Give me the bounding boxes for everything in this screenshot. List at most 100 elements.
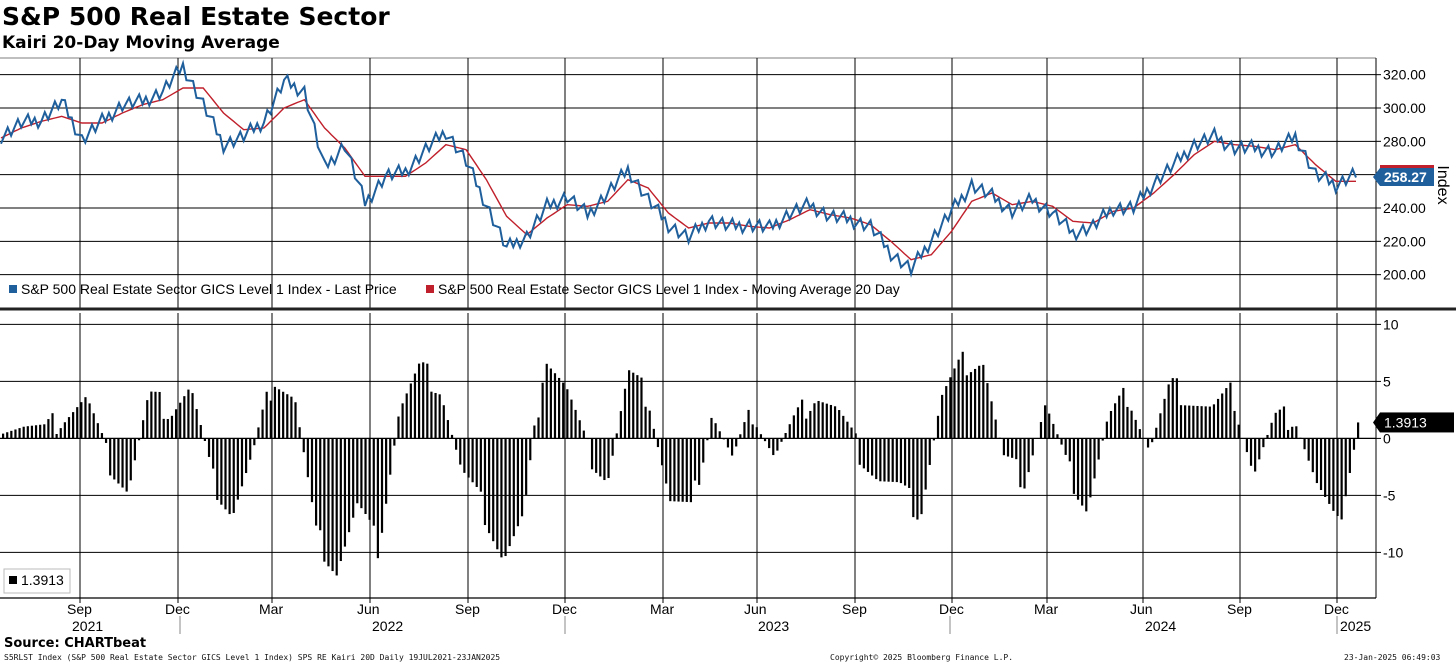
kairi-bar [866, 438, 870, 472]
kairi-bar [1233, 410, 1236, 439]
kairi-bar [1204, 406, 1207, 439]
kairi-bar [92, 413, 95, 439]
kairi-bar [533, 425, 536, 439]
kairi-bar [1291, 426, 1294, 439]
kairi-bar [743, 422, 746, 439]
kairi-bar [1109, 410, 1113, 439]
kairi-bar [1171, 378, 1174, 439]
kairi-bar [146, 400, 149, 439]
kairi-bar [257, 427, 260, 439]
kairi-bar [360, 438, 363, 509]
kairi-bar [483, 438, 487, 526]
kairi-bar [286, 394, 289, 439]
kairi-bar [335, 438, 338, 576]
kairi-bar [619, 411, 622, 439]
kairi-bar [558, 377, 561, 439]
kairi-bar [1126, 406, 1129, 439]
kairi-bar [455, 438, 458, 450]
kairi-bar [1015, 438, 1018, 460]
kairi-bar [434, 392, 437, 439]
kairi-legend-swatch [9, 576, 17, 584]
kairi-bar [174, 409, 178, 439]
kairi-bar [253, 438, 256, 446]
kairi-bar [644, 406, 647, 439]
kairi-bar [1155, 427, 1158, 439]
kairi-bar [1336, 438, 1339, 516]
kairi-bar [1023, 438, 1026, 489]
kairi-bar [1311, 438, 1314, 473]
x-month-label: Dec [1324, 601, 1349, 617]
kairi-bar [1076, 438, 1080, 500]
kairi-bar [1278, 409, 1281, 439]
kairi-bar [1319, 438, 1323, 491]
x-month-label: Jun [744, 601, 767, 617]
kairi-bar [669, 438, 672, 502]
kairi-bar [710, 417, 713, 439]
kairi-bar [1286, 429, 1290, 439]
kairi-bar [685, 438, 688, 502]
kairi-bar [294, 402, 297, 439]
kairi-bar [352, 438, 355, 518]
kairi-bar [842, 415, 845, 439]
kairi-bar [121, 438, 124, 488]
x-year-label: 2025 [1340, 618, 1371, 634]
x-year-label: 2021 [72, 618, 103, 634]
kairi-bar [825, 403, 828, 439]
kairi-bar [1184, 405, 1187, 439]
kairi-bar [636, 375, 639, 439]
kairi-bar [953, 368, 956, 439]
kairi-bar [660, 438, 664, 466]
top-ytick-label: 220.00 [1383, 233, 1426, 249]
bottom-ytick-label: -5 [1383, 487, 1396, 503]
kairi-bar [854, 433, 857, 439]
kairi-bar [1134, 419, 1137, 439]
footer-left-note: S5RLST Index (S&P 500 Real Estate Sector… [4, 653, 501, 662]
kairi-bar [755, 427, 758, 439]
kairi-bar [677, 438, 680, 502]
kairi-bar [982, 364, 985, 439]
kairi-bar [389, 438, 392, 475]
kairi-bar [582, 430, 585, 439]
kairi-bar [850, 427, 853, 439]
top-axis-title: Index [1434, 165, 1451, 204]
kairi-bar [1274, 412, 1277, 439]
kairi-bar [249, 438, 252, 460]
kairi-bar [1043, 405, 1047, 439]
kairi-bar [805, 418, 808, 439]
kairi-bar [380, 438, 384, 533]
top-ytick-label: 200.00 [1383, 267, 1426, 283]
kairi-bar [1019, 438, 1022, 488]
kairi-bar [393, 438, 396, 446]
price-last-value-label: 258.27 [1384, 169, 1427, 185]
kairi-bar [372, 438, 375, 526]
kairi-bar [302, 438, 305, 453]
kairi-bar [1328, 438, 1331, 504]
kairi-bar [364, 438, 367, 514]
kairi-bar [323, 438, 326, 562]
kairi-bar [199, 425, 202, 439]
kairi-bar [615, 433, 618, 439]
kairi-bar [912, 438, 915, 518]
kairi-bar [883, 438, 886, 482]
kairi-bar [438, 394, 441, 439]
kairi-bar [525, 438, 528, 495]
kairi-bar [422, 362, 425, 439]
kairi-bar [784, 433, 787, 439]
top-ytick-label: 280.00 [1383, 133, 1426, 149]
top-ytick-label: 240.00 [1383, 200, 1426, 216]
kairi-bar [978, 365, 981, 439]
kairi-bar [450, 434, 454, 439]
kairi-bar [158, 391, 161, 439]
kairi-bar [611, 438, 614, 456]
kairi-bar [10, 430, 13, 439]
kairi-bar [965, 375, 968, 439]
kairi-bar [961, 351, 964, 439]
kairi-bar [14, 429, 17, 439]
kairi-bar [1138, 429, 1141, 439]
kairi-bar [442, 405, 445, 439]
kairi-bar [903, 438, 907, 486]
kairi-bar [183, 396, 186, 439]
kairi-bar [788, 424, 791, 439]
kairi-bar [718, 431, 721, 439]
kairi-bar [949, 377, 952, 439]
